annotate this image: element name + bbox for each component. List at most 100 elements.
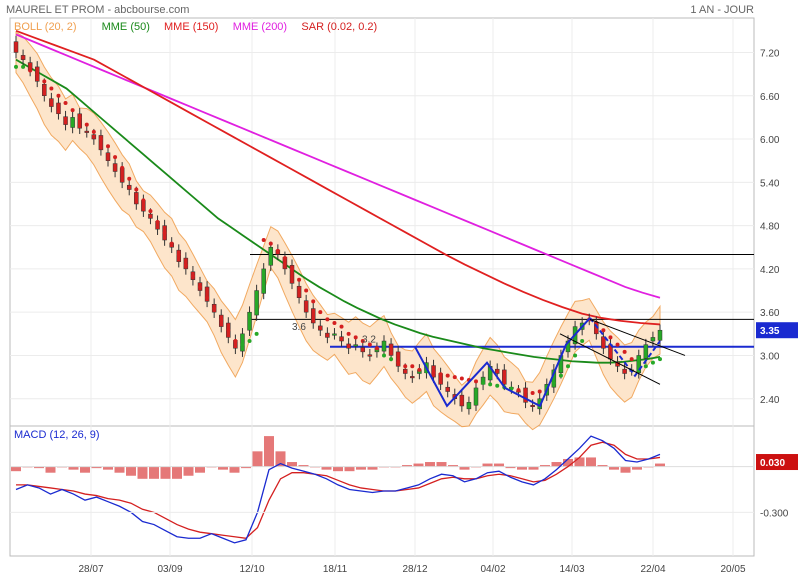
sar-dot: [113, 155, 118, 160]
candle-body: [119, 167, 125, 183]
sar-dot: [176, 252, 181, 257]
macd-legend: MACD (12, 26, 9): [14, 429, 100, 441]
macd-hist-bar: [241, 466, 251, 469]
sar-dot: [297, 277, 302, 282]
macd-hist-bar: [252, 451, 263, 467]
sar-dot: [658, 357, 662, 362]
sar-dot: [162, 230, 167, 235]
sar-dot: [219, 317, 224, 322]
macd-hist-bar: [321, 466, 332, 470]
macd-hist-bar: [344, 466, 355, 472]
candle-body: [466, 402, 472, 410]
y-tick-label: 4.20: [760, 265, 780, 276]
macd-hist-bar: [482, 463, 493, 467]
sar-dot: [212, 306, 217, 311]
sar-dot: [403, 364, 408, 369]
candle-body: [134, 192, 139, 205]
sar-dot: [35, 72, 40, 77]
axes: 28/07 03/09 12/10 18/11 28/12 04/02 14/03 22/04…: [78, 48, 798, 575]
macd-hist-bar: [183, 466, 194, 476]
candle-body: [49, 98, 54, 107]
macd-hist-bar: [333, 466, 343, 472]
x-tick-label: 18/11: [323, 564, 348, 575]
sar-dot: [615, 342, 620, 347]
sar-dot: [120, 165, 125, 170]
period-label: 1 AN - JOUR: [690, 4, 754, 16]
macd-hist-bar: [517, 466, 527, 470]
sar-dot: [275, 248, 280, 253]
sar-dot: [530, 390, 535, 395]
candle-body: [105, 152, 111, 161]
sar-dot: [98, 137, 103, 142]
macd-panel-frame: [9, 425, 755, 557]
sar-dot: [608, 335, 613, 340]
candle-body: [459, 394, 465, 407]
sar-dot: [389, 357, 394, 362]
sar-dot: [573, 353, 578, 358]
macd-hist-bar: [103, 466, 113, 470]
candle-body: [388, 343, 394, 356]
candle-body: [367, 354, 373, 357]
macd-hist-bar: [436, 462, 447, 467]
sar-dot: [318, 310, 323, 315]
macd-hist-bar: [34, 466, 44, 469]
candle-body: [332, 333, 337, 336]
sar-dot: [551, 380, 556, 385]
macd-hist-bar: [494, 463, 504, 467]
legend-item: MME (150): [164, 21, 218, 33]
x-tick-label: 28/12: [402, 564, 427, 575]
candle-body: [84, 130, 90, 133]
x-tick-label: 22/04: [640, 564, 665, 575]
candle-body: [381, 340, 387, 352]
sar-dot: [56, 93, 61, 98]
sar-dot: [346, 331, 351, 336]
macd-hist-bar: [528, 466, 539, 470]
y-tick-label: 4.80: [760, 222, 780, 233]
macd-hist-bar: [413, 463, 424, 467]
sar-dot: [537, 389, 542, 394]
macd-hist-bar: [172, 466, 182, 479]
macd-hist-bar: [11, 466, 21, 472]
macd-hist-bar: [45, 466, 56, 473]
sar-dot: [353, 335, 358, 340]
macd-hist-bar: [620, 466, 631, 473]
candle-body: [310, 308, 316, 324]
sar-dot: [21, 64, 26, 69]
macd-hist-bar: [609, 466, 619, 470]
annotation-label: 3.6: [292, 322, 306, 333]
sar-dot: [290, 266, 294, 271]
macd-value-label: 0.030: [760, 458, 785, 469]
macd-hist-bar: [264, 436, 274, 467]
macd-hist-bar: [91, 466, 102, 469]
macd-hist-bar: [137, 466, 148, 479]
sar-dot: [49, 86, 54, 91]
candle-body: [126, 184, 132, 190]
candle-body: [13, 41, 19, 53]
candle-body: [247, 311, 252, 331]
bollinger-band: [15, 31, 661, 431]
sar-dot: [240, 342, 245, 347]
candle-body: [77, 113, 82, 129]
sar-dot: [410, 364, 415, 369]
price-grid: [10, 18, 754, 556]
macd-hist-bar: [551, 462, 562, 467]
macd-hist-bar: [402, 465, 412, 467]
sar-dot: [155, 220, 160, 224]
sar-dot: [332, 321, 337, 325]
macd-hist-bar: [459, 466, 470, 470]
sar-dot: [580, 339, 585, 344]
macd-hist-bar: [367, 466, 378, 470]
candle-body: [360, 347, 366, 353]
macd-hist-bar: [505, 466, 516, 469]
candle-body: [325, 332, 330, 338]
sar-dot: [339, 324, 344, 329]
price-plot: 3.6 3.2: [13, 29, 754, 431]
x-tick-label: 12/10: [239, 564, 264, 575]
legend-item: SAR (0.02, 0.2): [301, 21, 377, 33]
pattern-dashed: [589, 317, 661, 378]
y-tick-label: 3.00: [760, 351, 780, 362]
candle-body: [70, 117, 75, 128]
macd-tick-label: -0.300: [760, 508, 789, 519]
sar-dot: [304, 288, 309, 293]
macd-hist-bar: [425, 462, 435, 467]
